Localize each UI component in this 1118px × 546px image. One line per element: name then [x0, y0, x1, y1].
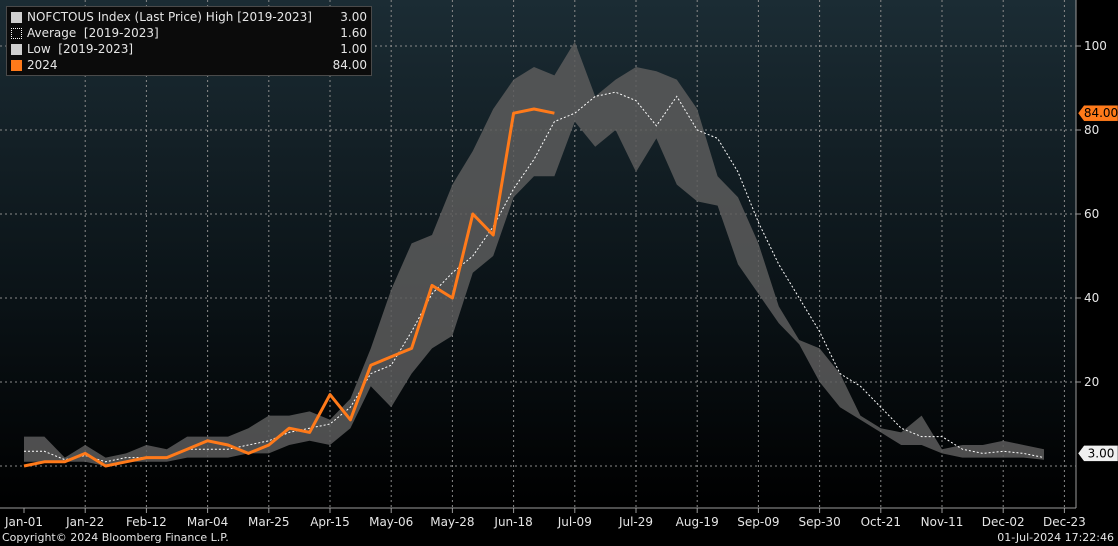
x-tick-label: Jan-01 — [4, 515, 43, 529]
x-tick-label: Feb-12 — [126, 515, 167, 529]
x-tick-label: Jan-22 — [65, 515, 104, 529]
legend-label-average: Average [2019-2023] — [27, 26, 159, 40]
x-tick-label: Aug-19 — [676, 515, 719, 529]
y-axis-ticks: 20 40 60 80 100 — [1076, 39, 1107, 389]
grid-lines — [0, 0, 1076, 508]
legend: NOFCTOUS Index (Last Price) High [2019-2… — [6, 6, 372, 76]
last-value-tag-text: 3.00 — [1088, 446, 1115, 460]
legend-item-average: Average [2019-2023] 1.60 — [11, 25, 367, 41]
timestamp-text: 01-Jul-2024 17:22:46 — [997, 531, 1114, 544]
legend-item-2024: 2024 84.00 — [11, 57, 367, 73]
x-tick-label: Jul-09 — [557, 515, 592, 529]
legend-value-average: 1.60 — [340, 26, 367, 40]
y-tick-label: 60 — [1084, 207, 1099, 221]
legend-label-low: Low [2019-2023] — [27, 42, 134, 56]
band-area — [24, 41, 1044, 467]
last-value-tag-2024 — [1077, 104, 1118, 122]
x-tick-label: Nov-11 — [921, 515, 964, 529]
x-tick-label: Sep-30 — [798, 515, 840, 529]
legend-value-low: 1.00 — [340, 42, 367, 56]
series-2024-line — [23, 107, 555, 468]
y-tick-label: 20 — [1084, 375, 1099, 389]
x-tick-label: Dec-02 — [982, 515, 1025, 529]
last-value-tag-text: 84.00 — [1084, 106, 1118, 120]
y-tick-label: 80 — [1084, 123, 1099, 137]
legend-value-high: 3.00 — [340, 10, 367, 24]
legend-label-high: NOFCTOUS Index (Last Price) High [2019-2… — [27, 10, 312, 24]
x-tick-label: Sep-09 — [737, 515, 779, 529]
legend-item-low: Low [2019-2023] 1.00 — [11, 41, 367, 57]
x-tick-label: Jun-18 — [493, 515, 532, 529]
series-2024 — [23, 107, 555, 468]
x-tick-label: Oct-21 — [861, 515, 901, 529]
legend-item-high: NOFCTOUS Index (Last Price) High [2019-2… — [11, 9, 367, 25]
y-tick-label: 100 — [1084, 39, 1107, 53]
x-tick-label: Jul-29 — [618, 515, 653, 529]
x-axis-ticks: Jan-01 Jan-22 Feb-12 Mar-04 Mar-25 Apr-15 May-… — [4, 508, 1086, 529]
x-tick-label: May-28 — [430, 515, 474, 529]
last-value-tags: 84.00 3.00 — [1077, 104, 1118, 462]
x-tick-label: Apr-15 — [310, 515, 350, 529]
x-tick-label: Mar-04 — [187, 515, 228, 529]
x-tick-label: Mar-25 — [248, 515, 289, 529]
legend-swatch-high — [11, 11, 22, 23]
legend-label-2024: 2024 — [27, 58, 58, 72]
legend-swatch-low — [11, 43, 22, 55]
x-tick-label: Dec-23 — [1043, 515, 1086, 529]
x-tick-label: May-06 — [369, 515, 413, 529]
y-tick-label: 40 — [1084, 291, 1099, 305]
legend-swatch-2024 — [11, 59, 22, 71]
high-low-band — [24, 41, 1044, 467]
copyright-text: Copyright© 2024 Bloomberg Finance L.P. — [2, 531, 229, 544]
last-value-tag-high — [1077, 445, 1118, 462]
legend-value-2024: 84.00 — [332, 58, 367, 72]
legend-swatch-average — [11, 27, 22, 39]
